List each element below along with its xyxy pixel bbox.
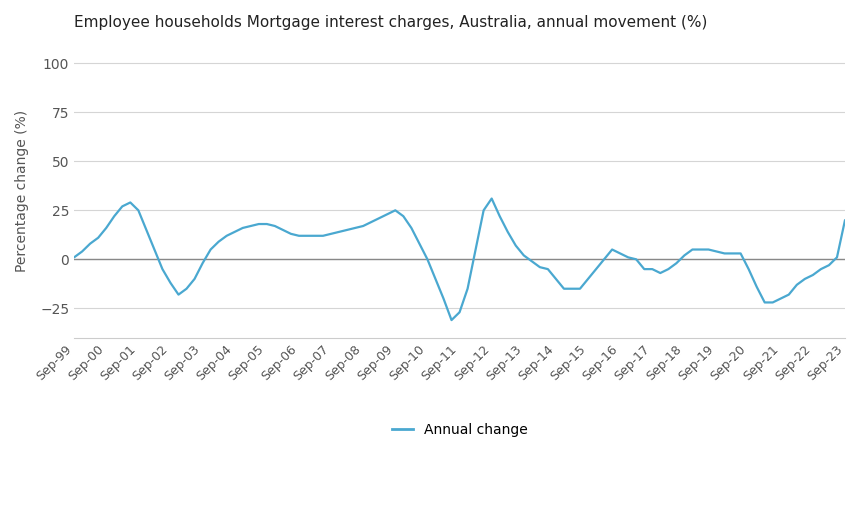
- Legend: Annual change: Annual change: [386, 418, 533, 442]
- Y-axis label: Percentage change (%): Percentage change (%): [15, 109, 29, 272]
- Text: Employee households Mortgage interest charges, Australia, annual movement (%): Employee households Mortgage interest ch…: [74, 15, 708, 30]
